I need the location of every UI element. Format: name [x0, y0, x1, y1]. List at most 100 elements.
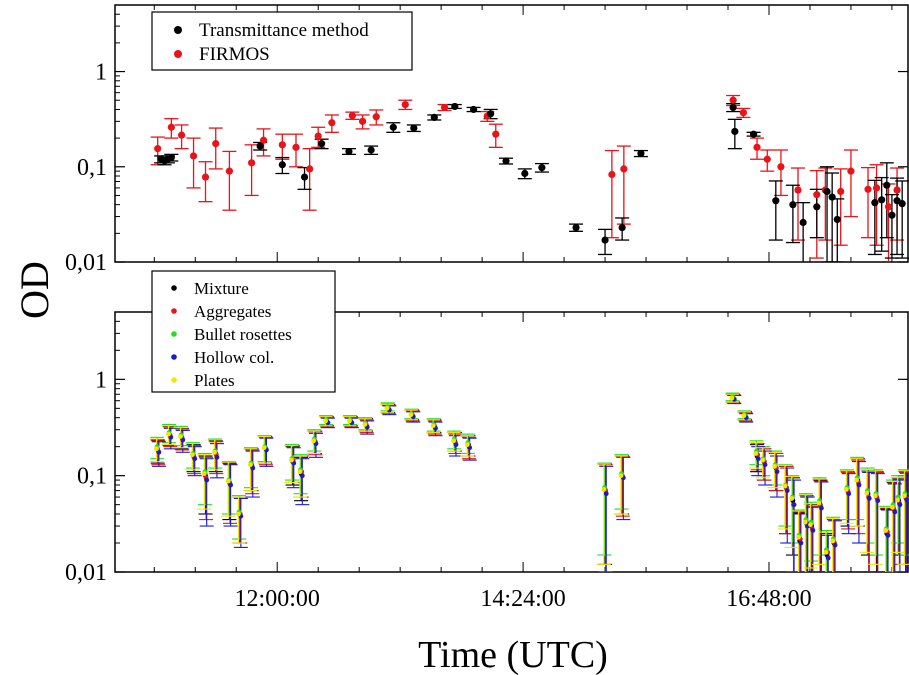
- habit-point: [166, 431, 171, 437]
- legend-bottom: Mixture Aggregates Bullet rosettes Hollow c…: [151, 270, 336, 393]
- legend-marker: [171, 331, 177, 337]
- legend-label: Transmittance method: [199, 20, 369, 41]
- habit-point: [901, 493, 907, 499]
- firmos-point: [328, 119, 336, 127]
- habit-point: [248, 462, 253, 468]
- transmittance-point: [871, 199, 879, 207]
- firmos-point: [189, 152, 198, 160]
- legend-top: Transmittance method FIRMOS: [151, 11, 413, 71]
- legend-marker: [171, 377, 177, 383]
- habit-point: [347, 418, 352, 424]
- transmittance-point: [878, 196, 886, 204]
- habit-point: [384, 405, 390, 411]
- legend-box: [151, 11, 413, 71]
- habit-point: [872, 493, 878, 499]
- firmos-point: [259, 136, 268, 144]
- transmittance-point: [898, 200, 906, 208]
- transmittance-point: [167, 153, 175, 162]
- transmittance-point: [618, 223, 626, 232]
- transmittance-point: [823, 187, 831, 196]
- habit-point: [451, 438, 456, 444]
- transmittance-point: [828, 193, 836, 201]
- y-tick-label: 0,1: [77, 155, 107, 181]
- firmos-point: [893, 186, 901, 194]
- legend-label: Bullet rosettes: [194, 325, 292, 344]
- firmos-point: [608, 170, 616, 179]
- firmos-point: [753, 143, 761, 151]
- firmos-point: [154, 145, 162, 153]
- habit-point: [772, 463, 778, 469]
- transmittance-point: [833, 215, 841, 224]
- y-tick-label: 1: [95, 367, 107, 393]
- transmittance-point: [637, 149, 645, 158]
- firmos-point: [794, 186, 802, 194]
- y-tick-label: 1: [95, 60, 107, 86]
- habit-point: [760, 457, 766, 463]
- transmittance-point: [888, 211, 896, 219]
- habit-point: [236, 511, 241, 517]
- transmittance-point: [367, 146, 375, 154]
- legend-marker: [171, 308, 177, 314]
- habit-point: [288, 457, 294, 463]
- habit-point: [832, 542, 838, 548]
- habit-point: [830, 538, 836, 544]
- x-tick-label: 14:24:00: [480, 586, 565, 612]
- transmittance-point: [278, 161, 286, 169]
- y-tick-label: 0,1: [77, 464, 107, 490]
- legend-label: Plates: [194, 371, 235, 390]
- habit-point: [802, 519, 808, 525]
- habit-point: [784, 488, 790, 493]
- habit-point: [430, 423, 436, 429]
- y-axis-title: OD: [12, 261, 57, 319]
- transmittance-point: [750, 130, 758, 138]
- habit-point: [823, 549, 829, 555]
- firmos-point: [306, 165, 314, 173]
- firmos-point: [225, 167, 234, 175]
- habit-point: [798, 540, 804, 546]
- habit-point: [755, 456, 761, 462]
- legend-marker: [174, 50, 182, 58]
- habit-point: [808, 522, 813, 528]
- habit-point: [892, 509, 898, 515]
- firmos-point: [620, 165, 628, 173]
- x-tick-label: 16:48:00: [726, 586, 811, 612]
- transmittance-point: [345, 147, 353, 156]
- firmos-point: [177, 131, 186, 139]
- x-axis-title: Time (UTC): [418, 634, 608, 675]
- firmos-point: [847, 167, 855, 175]
- data-layer: [149, 392, 909, 572]
- firmos-point: [292, 143, 300, 151]
- habit-point: [866, 496, 872, 501]
- firmos-point: [201, 173, 210, 181]
- firmos-point: [358, 117, 367, 125]
- transmittance-point: [521, 169, 529, 178]
- transmittance-point: [813, 203, 821, 211]
- data-layer: [150, 94, 909, 262]
- transmittance-point: [389, 123, 397, 131]
- habit-point: [796, 534, 801, 540]
- habit-point: [212, 449, 217, 455]
- habit-point: [618, 473, 624, 479]
- habit-point: [297, 469, 303, 475]
- habit-point: [201, 471, 207, 477]
- legend-marker: [174, 26, 182, 34]
- habit-point: [323, 418, 328, 424]
- habit-point: [904, 497, 909, 503]
- plot-frame: [114, 311, 909, 573]
- habit-point: [311, 438, 316, 444]
- firmos-point: [167, 123, 175, 131]
- habit-point: [753, 451, 759, 456]
- transmittance-point: [572, 223, 580, 232]
- habit-point: [156, 449, 162, 455]
- habit-point: [762, 462, 768, 468]
- habit-point: [180, 437, 186, 443]
- transmittance-point: [487, 110, 495, 118]
- habit-point: [741, 413, 747, 419]
- y-tick-label: 0,01: [65, 250, 107, 276]
- habit-point: [214, 454, 220, 460]
- y-tick-label: 0,01: [65, 560, 107, 586]
- habit-point: [810, 528, 816, 533]
- habit-point: [774, 469, 780, 475]
- habit-point: [154, 446, 159, 452]
